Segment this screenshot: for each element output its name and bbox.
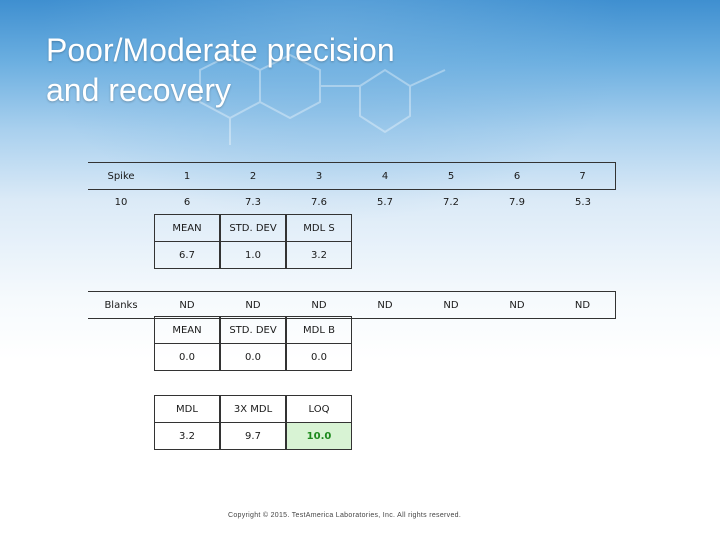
limits-label-row: MDL 3X MDL LOQ — [154, 395, 420, 423]
table-cell: 0.0 — [154, 343, 220, 371]
table-cell: 5 — [418, 162, 484, 190]
table-cell: MDL S — [286, 214, 352, 242]
molecule-watermark-icon — [199, 53, 446, 145]
limits-value-row: 3.2 9.7 10.0 — [154, 422, 420, 450]
spike-stats-label-row: MEAN STD. DEV MDL S — [154, 214, 420, 242]
table-cell: 5.3 — [575, 196, 591, 208]
table-cell: 6.7 — [154, 241, 220, 269]
blank-stats-value-row: 0.0 0.0 0.0 — [154, 343, 420, 371]
table-cell: 10 — [114, 196, 128, 208]
loq-value-highlight: 10.0 — [286, 422, 352, 450]
table-cell: 3.2 — [286, 241, 352, 269]
slide-title: Poor/Moderate precision and recovery — [46, 30, 606, 110]
table-cell: 5.7 — [377, 196, 393, 208]
table-cell: MDL B — [286, 316, 352, 344]
table-cell: Blanks — [88, 291, 154, 319]
table-cell: 7.2 — [443, 196, 459, 208]
spike-values-row: 10 6 7.3 7.6 5.7 7.2 7.9 5.3 — [88, 188, 616, 216]
title-line-1: Poor/Moderate precision — [46, 32, 395, 68]
table-cell: ND — [286, 291, 352, 319]
table-cell: ND — [418, 291, 484, 319]
table-cell: ND — [220, 291, 286, 319]
blank-stats-label-row: MEAN STD. DEV MDL B — [154, 316, 420, 344]
table-cell: 7.9 — [509, 196, 525, 208]
table-cell: 7.6 — [311, 196, 327, 208]
copyright-footer: Copyright © 2015. TestAmerica Laboratori… — [228, 512, 462, 519]
table-cell: 9.7 — [220, 422, 286, 450]
table-cell: Spike — [88, 162, 154, 190]
table-cell: 6 — [484, 162, 550, 190]
table-cell: STD. DEV — [220, 214, 286, 242]
table-cell: STD. DEV — [220, 316, 286, 344]
table-cell: 2 — [220, 162, 286, 190]
table-cell: ND — [154, 291, 220, 319]
spike-header-row: Spike 1 2 3 4 5 6 7 — [88, 162, 616, 190]
spike-stats-value-row: 6.7 1.0 3.2 — [154, 241, 420, 269]
table-cell: 1.0 — [220, 241, 286, 269]
table-cell: 7.3 — [245, 196, 261, 208]
table-cell: 0.0 — [286, 343, 352, 371]
table-cell: 4 — [352, 162, 418, 190]
table-cell: 6 — [183, 196, 191, 208]
table-cell: 3.2 — [154, 422, 220, 450]
table-cell: 0.0 — [220, 343, 286, 371]
table-cell: ND — [484, 291, 550, 319]
table-cell: 7 — [550, 162, 616, 190]
table-cell: MEAN — [154, 316, 220, 344]
table-cell: MEAN — [154, 214, 220, 242]
table-cell: LOQ — [286, 395, 352, 423]
table-cell: MDL — [154, 395, 220, 423]
table-cell: ND — [352, 291, 418, 319]
blanks-row: Blanks ND ND ND ND ND ND ND — [88, 291, 616, 319]
title-line-2: and recovery — [46, 72, 231, 108]
table-cell: 3X MDL — [220, 395, 286, 423]
table-cell: 3 — [286, 162, 352, 190]
table-cell: 1 — [154, 162, 220, 190]
table-cell: ND — [550, 291, 616, 319]
